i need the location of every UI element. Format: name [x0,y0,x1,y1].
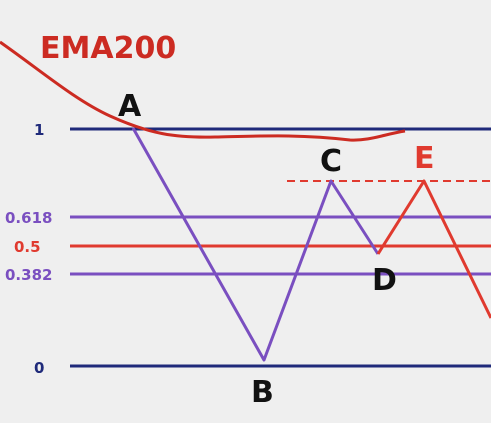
level-1-label: 1 [34,121,44,139]
level-05-label: 0.5 [14,238,41,256]
level-0-label: 0 [34,359,44,377]
level-0618-label: 0.618 [5,209,52,227]
price-path-abcd [131,127,380,362]
level-0382-label: 0.382 [5,266,52,284]
point-c-label: C [320,144,342,179]
point-b-label: B [251,375,274,410]
ema200-label: EMA200 [40,31,176,66]
ema200-curve [0,40,406,142]
point-e-label: E [414,141,435,176]
point-a-label: A [118,89,142,124]
point-d-label: D [372,263,397,298]
price-path-de [376,179,491,319]
